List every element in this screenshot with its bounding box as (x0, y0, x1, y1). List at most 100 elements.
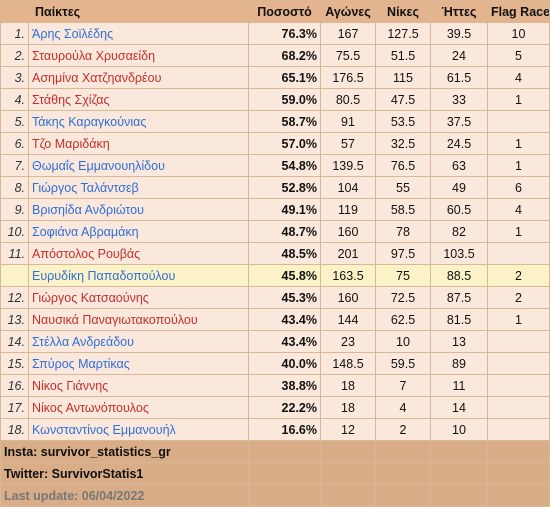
wins-cell: 58.5 (375, 198, 431, 221)
wins-cell: 53.5 (375, 110, 431, 133)
table-row: 17. Νίκος Αντωνόπουλος 22.2% 18 4 14 (0, 396, 550, 419)
footer-row-insta: Insta: survivor_statistics_gr (0, 440, 550, 463)
table-row: 7. Θωμαΐς Εμμανουηλίδου 54.8% 139.5 76.5 63 1 (0, 154, 550, 177)
games-cell: 119 (320, 198, 376, 221)
games-cell: 160 (320, 286, 376, 309)
pct-cell: 58.7% (248, 110, 321, 133)
rank-cell: 15. (0, 352, 29, 375)
losses-cell: 13 (430, 330, 488, 353)
header-rank-cell (0, 0, 29, 23)
losses-cell: 24 (430, 44, 488, 67)
losses-cell: 11 (430, 374, 488, 397)
wins-cell: 62.5 (375, 308, 431, 331)
losses-cell: 39.5 (430, 22, 488, 45)
table-row: 15. Σπύρος Μαρτίκας 40.0% 148.5 59.5 89 (0, 352, 550, 375)
losses-cell: 24.5 (430, 132, 488, 155)
flag-cell: 2 (487, 264, 550, 287)
footer-empty-cell (487, 440, 550, 463)
pct-cell: 76.3% (248, 22, 321, 45)
pct-cell: 52.8% (248, 176, 321, 199)
games-cell: 18 (320, 396, 376, 419)
wins-cell: 7 (375, 374, 431, 397)
player-name: Νίκος Γιάννης (28, 374, 249, 397)
wins-cell: 51.5 (375, 44, 431, 67)
flag-cell: 1 (487, 88, 550, 111)
table-row: 3. Ασημίνα Χατζηανδρέου 65.1% 176.5 115 61.5 4 (0, 66, 550, 89)
rank-cell: 17. (0, 396, 29, 419)
player-name: Γιώργος Κατσαούνης (28, 286, 249, 309)
rank-cell: 8. (0, 176, 29, 199)
games-cell: 18 (320, 374, 376, 397)
player-name: Νίκος Αντωνόπουλος (28, 396, 249, 419)
flag-cell: 4 (487, 198, 550, 221)
pct-cell: 49.1% (248, 198, 321, 221)
header-losses: Ήττες (430, 0, 488, 23)
player-name: Θωμαΐς Εμμανουηλίδου (28, 154, 249, 177)
flag-cell: 2 (487, 286, 550, 309)
player-name: Γιώργος Ταλάντσεβ (28, 176, 249, 199)
pct-cell: 48.7% (248, 220, 321, 243)
wins-cell: 115 (375, 66, 431, 89)
losses-cell: 63 (430, 154, 488, 177)
losses-cell: 10 (430, 418, 488, 441)
header-flag: Flag Race (487, 0, 550, 23)
wins-cell: 10 (375, 330, 431, 353)
table-row: 13. Ναυσικά Παναγιωτακοπούλου 43.4% 144 62.5… (0, 308, 550, 331)
games-cell: 23 (320, 330, 376, 353)
player-name: Κωνσταντίνος Εμμανουήλ (28, 418, 249, 441)
header-name: Παίκτες (28, 0, 249, 23)
footer-empty-cell (430, 440, 488, 463)
pct-cell: 54.8% (248, 154, 321, 177)
games-cell: 160 (320, 220, 376, 243)
games-cell: 201 (320, 242, 376, 265)
wins-cell: 72.5 (375, 286, 431, 309)
pct-cell: 48.5% (248, 242, 321, 265)
table-row: 18. Κωνσταντίνος Εμμανουήλ 16.6% 12 2 10 (0, 418, 550, 441)
player-name: Απόστολος Ρουβάς (28, 242, 249, 265)
rank-cell: 14. (0, 330, 29, 353)
player-name: Άρης Σοϊλέδης (28, 22, 249, 45)
flag-cell (487, 352, 550, 375)
pct-cell: 45.8% (248, 264, 321, 287)
losses-cell: 82 (430, 220, 488, 243)
rank-cell: 9. (0, 198, 29, 221)
pct-cell: 65.1% (248, 66, 321, 89)
table-row: 8. Γιώργος Ταλάντσεβ 52.8% 104 55 49 6 (0, 176, 550, 199)
table-row: 9. Βρισηίδα Ανδριώτου 49.1% 119 58.5 60.5 4 (0, 198, 550, 221)
flag-cell: 5 (487, 44, 550, 67)
player-name: Τζο Μαριδάκη (28, 132, 249, 155)
games-cell: 91 (320, 110, 376, 133)
footer-empty-cell (375, 440, 431, 463)
player-name: Βρισηίδα Ανδριώτου (28, 198, 249, 221)
table-row: 16. Νίκος Γιάννης 38.8% 18 7 11 (0, 374, 550, 397)
rank-cell: 13. (0, 308, 29, 331)
rank-cell: 3. (0, 66, 29, 89)
games-cell: 148.5 (320, 352, 376, 375)
footer-empty-cell (248, 440, 321, 463)
rank-cell: 1. (0, 22, 29, 45)
losses-cell: 87.5 (430, 286, 488, 309)
games-cell: 75.5 (320, 44, 376, 67)
table-row: 14. Στέλλα Ανδρεάδου 43.4% 23 10 13 (0, 330, 550, 353)
games-cell: 139.5 (320, 154, 376, 177)
rank-cell: 16. (0, 374, 29, 397)
player-name: Ασημίνα Χατζηανδρέου (28, 66, 249, 89)
player-name: Στάθης Σχίζας (28, 88, 249, 111)
player-name: Σοφιάνα Αβραμάκη (28, 220, 249, 243)
rank-cell: 11. (0, 242, 29, 265)
flag-cell (487, 242, 550, 265)
flag-cell: 10 (487, 22, 550, 45)
games-cell: 80.5 (320, 88, 376, 111)
wins-cell: 76.5 (375, 154, 431, 177)
player-name: Σταυρούλα Χρυσαείδη (28, 44, 249, 67)
wins-cell: 59.5 (375, 352, 431, 375)
pct-cell: 59.0% (248, 88, 321, 111)
losses-cell: 14 (430, 396, 488, 419)
footer-empty-cell (375, 462, 431, 485)
table-row: 10. Σοφιάνα Αβραμάκη 48.7% 160 78 82 1 (0, 220, 550, 243)
losses-cell: 88.5 (430, 264, 488, 287)
table-row: 1. Άρης Σοϊλέδης 76.3% 167 127.5 39.5 10 (0, 22, 550, 45)
player-name: Ναυσικά Παναγιωτακοπούλου (28, 308, 249, 331)
header-row: Παίκτες Ποσοστό Αγώνες Νίκες Ήττες Flag … (0, 0, 550, 23)
pct-cell: 43.4% (248, 308, 321, 331)
